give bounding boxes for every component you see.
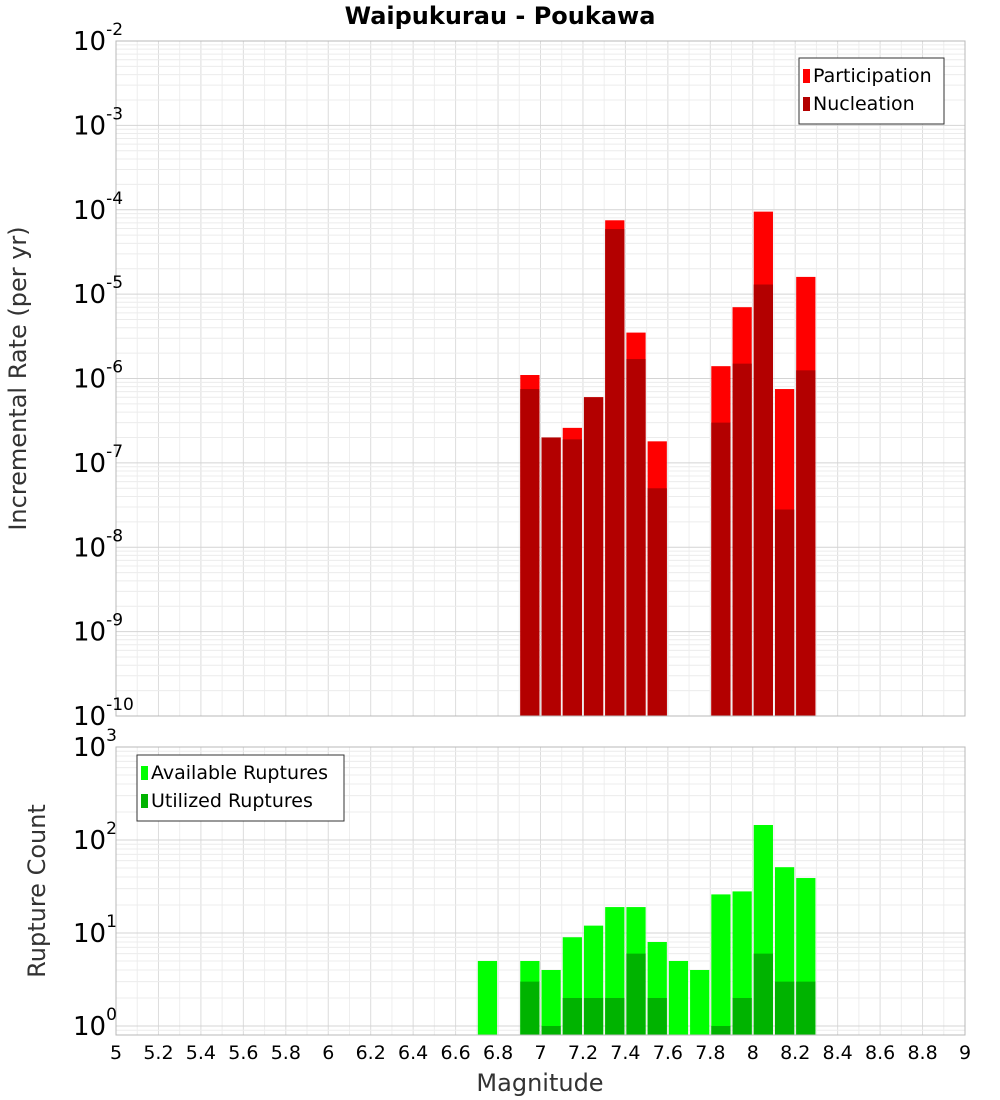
series-utilized-ruptures [520, 953, 816, 1035]
grid [115, 40, 966, 717]
x-tick-label: 6.8 [483, 1042, 513, 1064]
y-tick-label: 10-7 [73, 442, 123, 479]
legend-entry: Utilized Ruptures [151, 790, 313, 812]
bar [668, 960, 689, 1035]
x-axis: 5 5.2 5.4 5.6 5.8 6 6.2 6.4 6.6 6.8 7 7.2 7.4 7.6 7.8 8… [110, 1042, 971, 1064]
x-tick-label: 5 [110, 1042, 122, 1064]
legend: Available Ruptures Utilized Ruptures [136, 754, 345, 822]
y-tick-label: 10-5 [73, 273, 123, 310]
x-tick-label: 7 [534, 1042, 546, 1064]
bar [562, 997, 582, 1035]
bar [626, 953, 646, 1035]
x-tick-label: 7.6 [653, 1042, 683, 1064]
bar [753, 284, 773, 716]
y-axis-label: Rupture Count [23, 804, 51, 978]
bar [732, 997, 752, 1035]
bar [605, 229, 625, 717]
x-tick-label: 6.6 [440, 1042, 470, 1064]
bar [647, 488, 667, 716]
bar [753, 953, 773, 1035]
bar [541, 437, 561, 716]
y-tick-label: 10-8 [73, 526, 123, 563]
bar [711, 894, 731, 1035]
bar [626, 359, 646, 716]
x-tick-label: 8.2 [780, 1042, 810, 1064]
bar [520, 981, 540, 1035]
x-tick-label: 9 [959, 1042, 971, 1064]
x-tick-label: 5.8 [271, 1042, 301, 1064]
chart-title: Waipukurau - Poukawa [345, 2, 656, 30]
legend-swatch [803, 97, 810, 111]
legend-entry: Nucleation [813, 93, 915, 115]
bar [583, 397, 604, 716]
plot-frame [115, 40, 966, 717]
bar [711, 1025, 731, 1035]
legend-swatch [141, 766, 148, 780]
y-tick-labels: 100 101 102 103 [73, 726, 117, 1042]
x-tick-label: 7.8 [695, 1042, 725, 1064]
bar [774, 981, 795, 1035]
y-tick-label: 10-2 [73, 20, 123, 57]
y-tick-label: 10-4 [73, 189, 123, 226]
y-tick-labels: 10-10 10-9 10-8 10-7 10-6 10-5 10-4 10-3 10-2 [73, 20, 134, 732]
x-axis-label: Magnitude [476, 1069, 603, 1097]
y-tick-label: 10-10 [73, 695, 134, 732]
bar [647, 997, 667, 1035]
bar [541, 969, 561, 1035]
y-axis-label: Incremental Rate (per yr) [4, 226, 32, 530]
bar [732, 363, 752, 716]
bar [583, 997, 604, 1035]
legend-swatch [141, 794, 148, 808]
series-nucleation [520, 229, 816, 717]
legend-swatch [803, 69, 810, 83]
y-tick-label: 103 [73, 726, 117, 763]
y-tick-label: 10-9 [73, 611, 123, 648]
bar [774, 509, 795, 716]
x-tick-label: 8.4 [823, 1042, 853, 1064]
x-tick-label: 6.2 [356, 1042, 386, 1064]
bar [541, 1025, 561, 1035]
bar [690, 969, 710, 1035]
x-tick-label: 6 [322, 1042, 334, 1064]
legend-box [136, 754, 345, 822]
bar [477, 960, 498, 1035]
plot-frame [115, 746, 966, 1036]
y-tick-label: 10-6 [73, 358, 123, 395]
x-tick-label: 6.4 [398, 1042, 428, 1064]
legend-box [798, 57, 945, 125]
bar [796, 981, 816, 1035]
y-tick-label: 100 [73, 1005, 117, 1042]
x-tick-label: 5.2 [143, 1042, 173, 1064]
x-tick-label: 8 [747, 1042, 759, 1064]
y-tick-label: 10-3 [73, 104, 123, 141]
legend-entry: Available Ruptures [151, 762, 328, 784]
x-tick-label: 8.8 [907, 1042, 937, 1064]
legend-entry: Participation [813, 65, 932, 87]
bar [605, 997, 625, 1035]
count-panel: 100 101 102 103 Rupture Count Available Ruptu… [23, 726, 966, 1042]
y-tick-label: 101 [73, 912, 117, 949]
x-tick-label: 7.2 [568, 1042, 598, 1064]
legend: Participation Nucleation [798, 57, 945, 125]
x-tick-label: 5.6 [228, 1042, 258, 1064]
x-tick-label: 5.4 [186, 1042, 216, 1064]
bar [562, 439, 582, 716]
y-tick-label: 102 [73, 819, 117, 856]
x-tick-label: 8.6 [865, 1042, 895, 1064]
x-tick-label: 7.4 [610, 1042, 640, 1064]
bar [796, 370, 816, 716]
bar [711, 422, 731, 716]
rate-panel: 10-10 10-9 10-8 10-7 10-6 10-5 10-4 10-3 10-2 Inc… [4, 20, 966, 732]
bar [520, 389, 540, 716]
